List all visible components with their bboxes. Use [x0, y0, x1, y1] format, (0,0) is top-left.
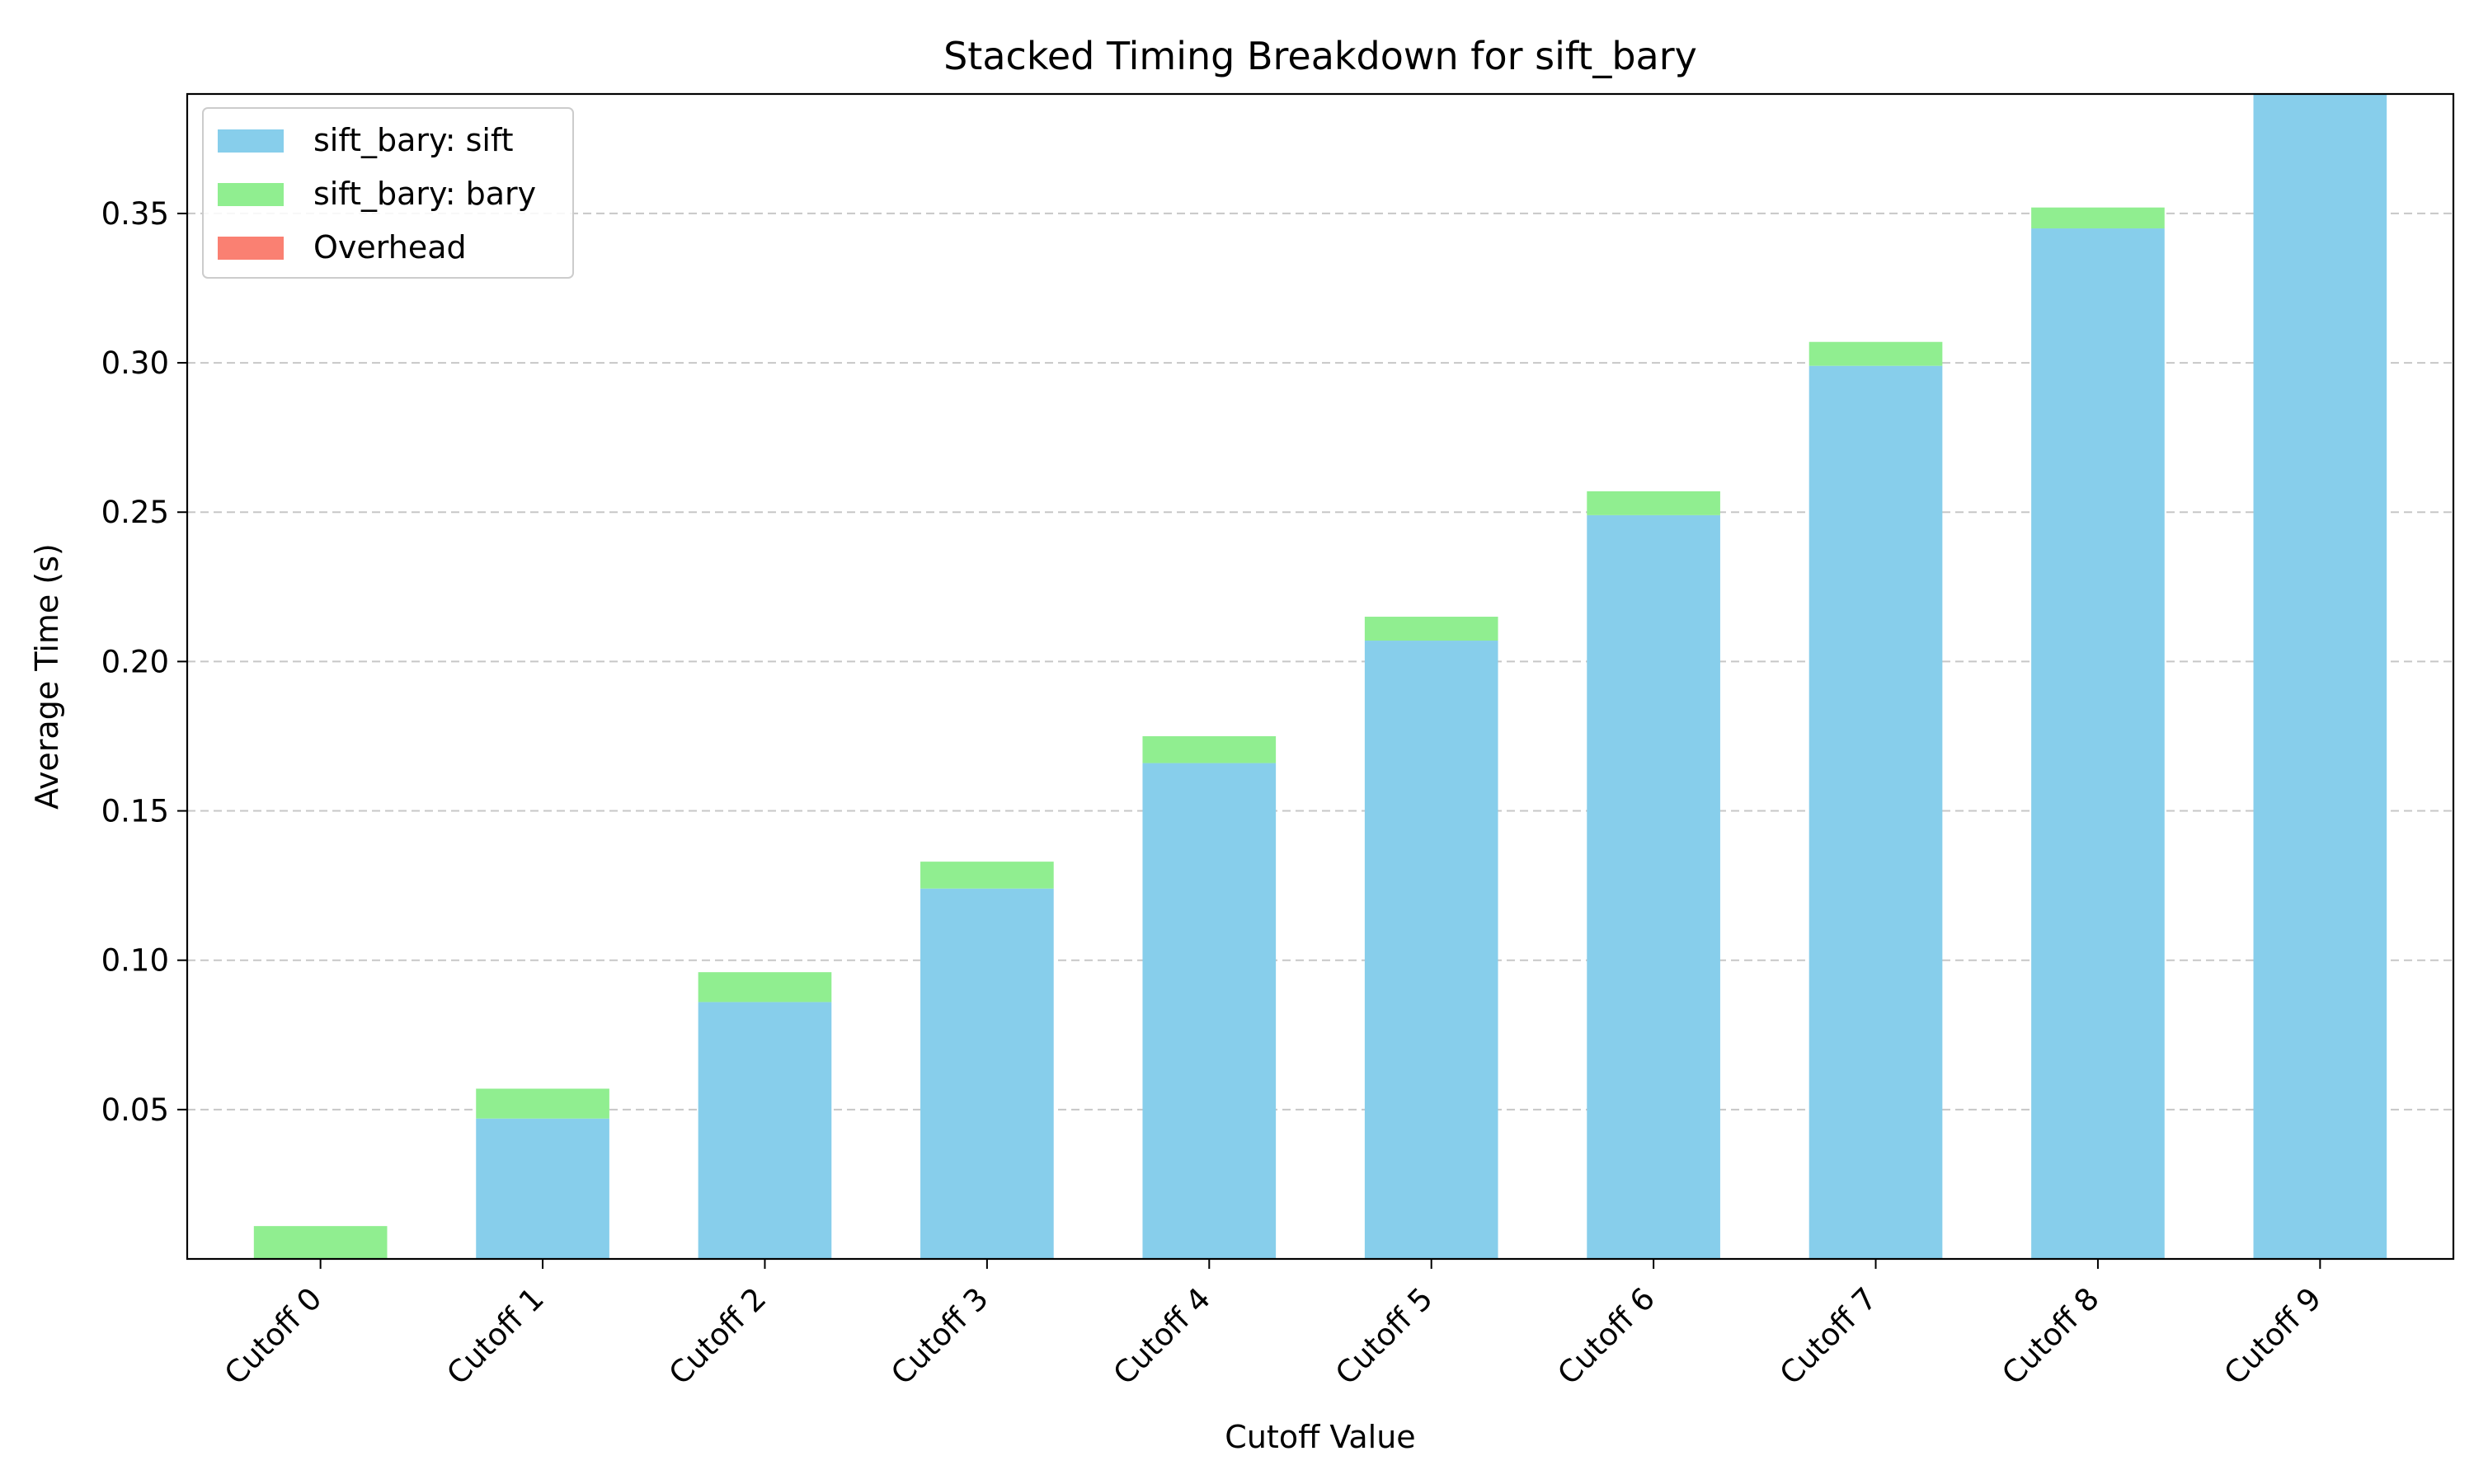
bar-segment-sift: [920, 888, 1054, 1259]
bar-segment-sift: [2253, 94, 2387, 1259]
y-axis-label: Average Time (s): [29, 543, 65, 810]
y-tick-label: 0.25: [101, 495, 169, 530]
legend-box: [202, 107, 574, 279]
legend-label: sift_bary: sift: [313, 122, 514, 158]
legend-label: sift_bary: bary: [313, 176, 536, 212]
y-tick-label: 0.05: [101, 1092, 169, 1128]
bar-segment-sift: [476, 1118, 609, 1259]
bar-segment-sift: [698, 1002, 832, 1259]
legend-swatch: [218, 183, 284, 206]
bar-segment-bary: [2031, 207, 2165, 229]
bar-segment-bary: [698, 972, 832, 1003]
y-tick-label: 0.20: [101, 644, 169, 679]
bar-segment-bary: [476, 1088, 609, 1119]
plot-frame: [186, 92, 2455, 1261]
legend-label: Overhead: [313, 229, 467, 265]
bar-segment-bary: [253, 1226, 388, 1259]
y-tick-label: 0.30: [101, 345, 169, 381]
bar-segment-sift: [1808, 365, 1943, 1260]
x-axis-label: Cutoff Value: [1225, 1419, 1415, 1455]
y-tick-label: 0.15: [101, 794, 169, 829]
y-tick-label: 0.10: [101, 943, 169, 979]
bar-segment-bary: [1364, 617, 1498, 641]
legend: sift_bary: sift sift_bary: bary Overhead: [202, 107, 574, 279]
bars: [253, 94, 2387, 1260]
bar-segment-bary: [1142, 735, 1277, 763]
bar-segment-sift: [2031, 228, 2165, 1259]
y-tick-label: 0.35: [101, 196, 169, 232]
bar-segment-bary: [1808, 341, 1943, 366]
bar-segment-sift: [1587, 514, 1720, 1259]
legend-swatch: [218, 129, 284, 153]
chart-title: Stacked Timing Breakdown for sift_bary: [943, 34, 1697, 78]
bar-segment-bary: [920, 862, 1054, 889]
bar-segment-bary: [1587, 491, 1720, 515]
bar-segment-sift: [1142, 763, 1277, 1259]
legend-swatch: [218, 237, 284, 260]
bar-segment-sift: [1364, 641, 1498, 1259]
